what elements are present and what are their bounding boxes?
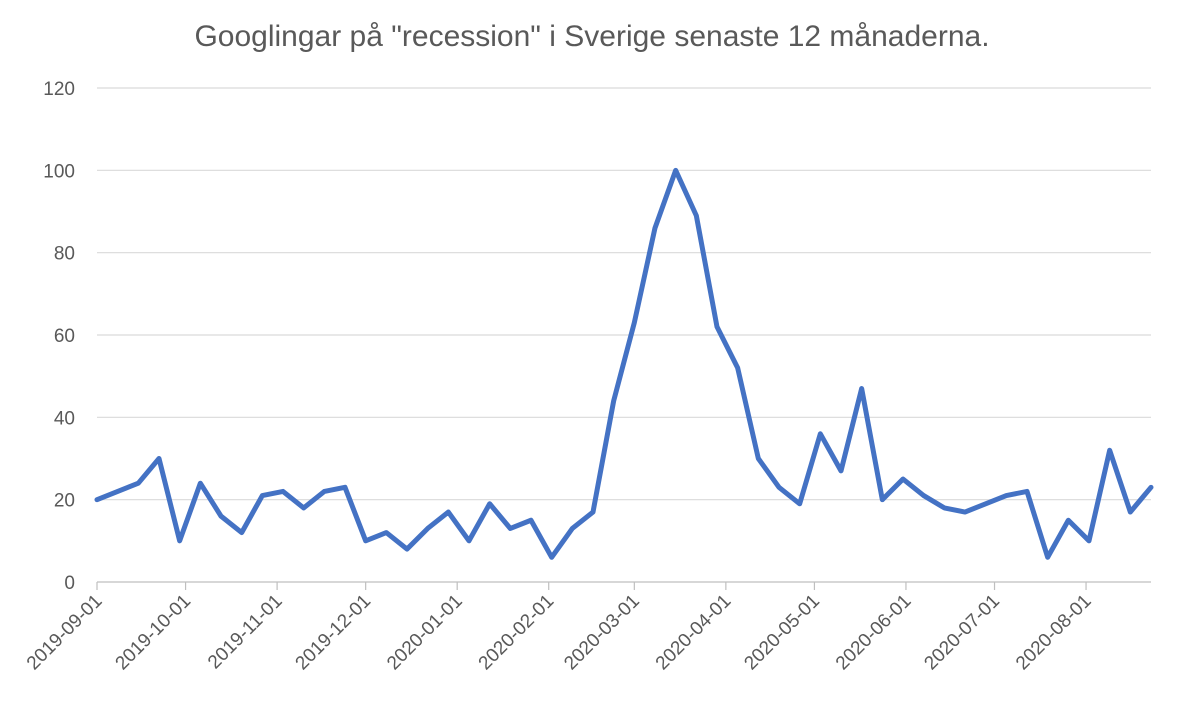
chart-title: Googlingar på "recession" i Sverige sena… [194, 20, 989, 53]
x-tick-label: 2020-02-01 [475, 591, 559, 675]
x-tick-label: 2019-09-01 [23, 591, 107, 675]
x-tick-label: 2019-12-01 [292, 591, 376, 675]
series-layer [94, 167, 1154, 560]
y-tick-label: 20 [54, 491, 75, 512]
x-axis-ticks: 2019-09-01 2019-10-01 2019-11-01 2019-12-01… [23, 582, 1096, 674]
x-tick-label: 2020-01-01 [383, 591, 467, 675]
y-tick-label: 120 [43, 79, 75, 100]
y-tick-label: 0 [64, 573, 75, 594]
series-line [94, 167, 1154, 560]
y-tick-label: 40 [54, 408, 75, 429]
y-axis-ticks: 0 20 40 60 80 100 120 [43, 79, 75, 594]
y-tick-label: 60 [54, 326, 75, 347]
x-tick-label: 2020-06-01 [832, 591, 916, 675]
x-tick-label: 2019-11-01 [204, 591, 287, 674]
x-tick-label: 2020-03-01 [560, 591, 644, 675]
x-tick-label: 2020-07-01 [920, 591, 1004, 675]
x-tick-label: 2020-05-01 [740, 591, 824, 675]
y-tick-label: 100 [43, 161, 75, 182]
x-tick-label: 2019-10-01 [112, 591, 196, 675]
x-tick-label: 2020-04-01 [652, 591, 736, 675]
x-tick-label: 2020-08-01 [1012, 591, 1096, 675]
y-tick-label: 80 [54, 244, 75, 265]
gridlines [97, 87, 1151, 501]
